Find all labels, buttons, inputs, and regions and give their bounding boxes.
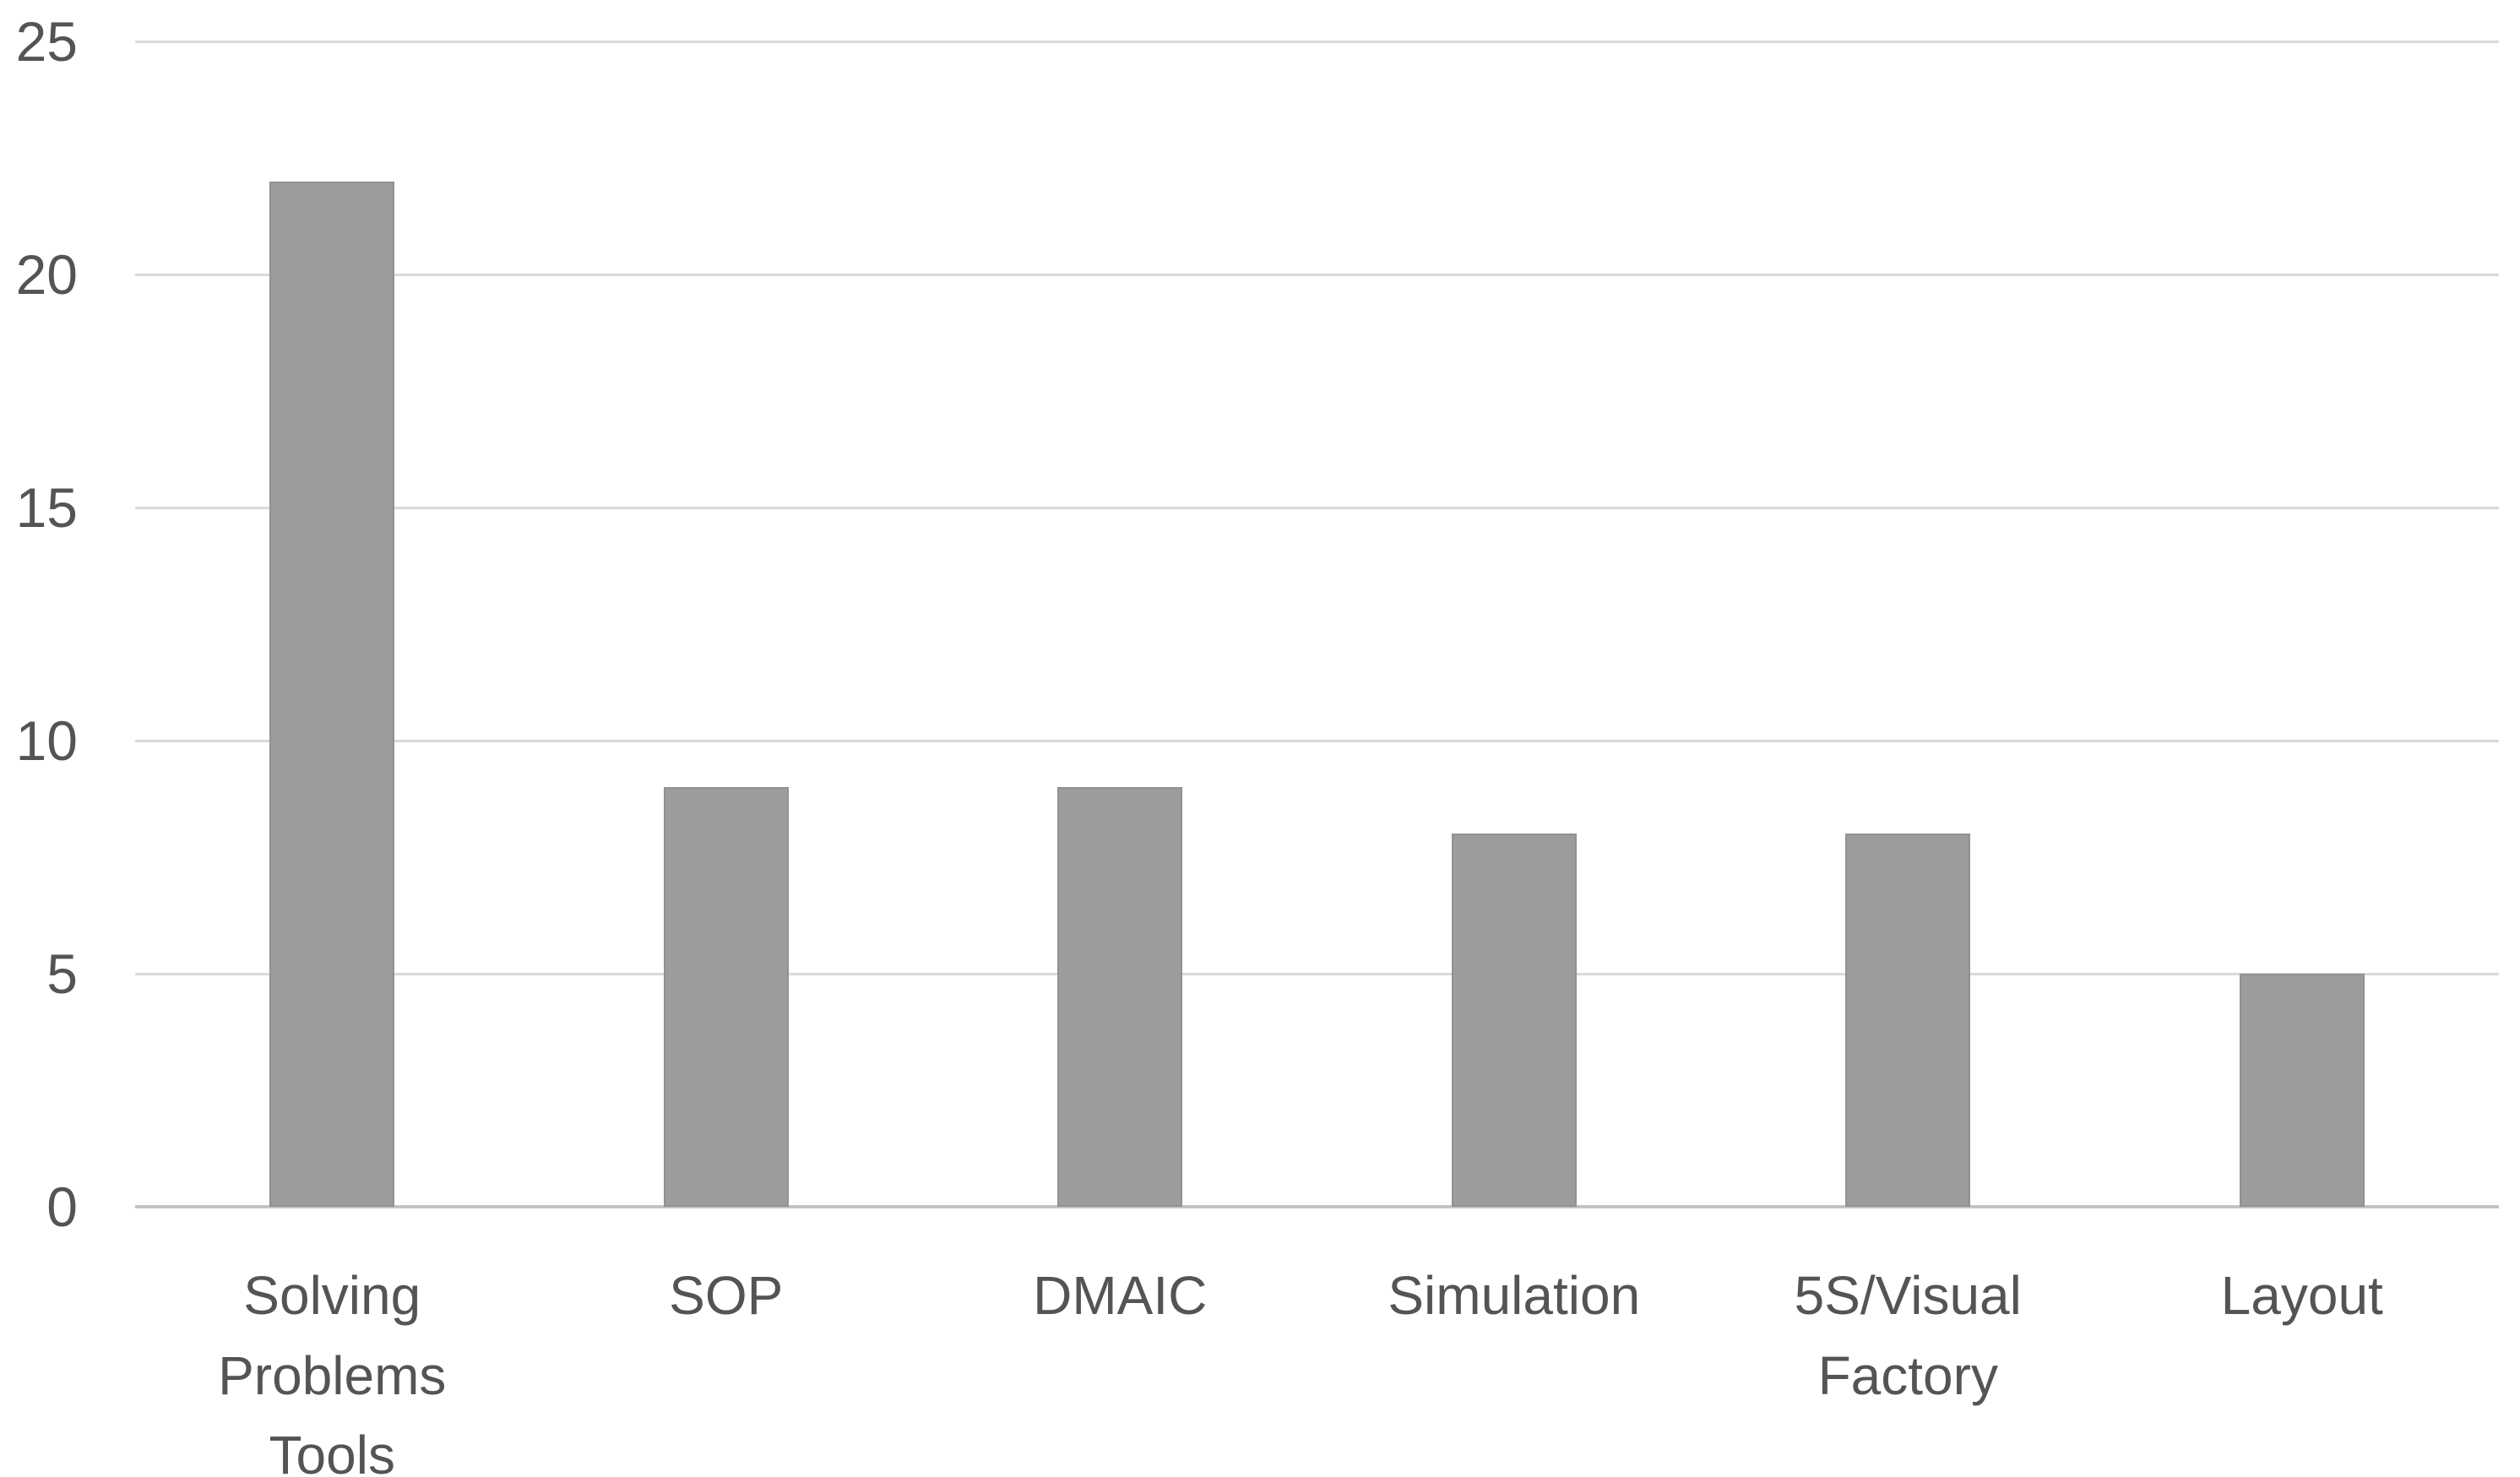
y-tick-label-25: 25: [15, 10, 78, 73]
category-label-sop: SOP: [669, 1265, 784, 1326]
category-label-dmaic: DMAIC: [1033, 1265, 1208, 1326]
y-tick-label-20: 20: [15, 243, 78, 306]
category-label-5s-visual-factory: 5S/Visual Factory: [1794, 1265, 2022, 1406]
bar-solving-problems-tools: [269, 181, 395, 1207]
y-tick-label-5: 5: [46, 942, 78, 1005]
bar-5s-visual-factory: [1845, 834, 1971, 1207]
gridline-20: [135, 274, 2499, 276]
category-label-layout: Layout: [2220, 1265, 2383, 1326]
x-axis-line: [135, 1205, 2499, 1208]
y-tick-label-15: 15: [15, 476, 78, 539]
y-tick-label-0: 0: [46, 1176, 78, 1238]
category-label-simulation: Simulation: [1388, 1265, 1641, 1326]
bar-sop: [663, 787, 789, 1207]
gridline-25: [135, 41, 2499, 43]
y-tick-label-10: 10: [15, 709, 78, 772]
bar-layout: [2239, 974, 2365, 1207]
category-label-solving-problems-tools: Solving Problems Tools: [218, 1265, 447, 1477]
bar-simulation: [1451, 834, 1577, 1207]
bar-dmaic: [1057, 787, 1183, 1207]
gridline-10: [135, 740, 2499, 742]
gridline-5: [135, 973, 2499, 975]
gridline-15: [135, 507, 2499, 509]
